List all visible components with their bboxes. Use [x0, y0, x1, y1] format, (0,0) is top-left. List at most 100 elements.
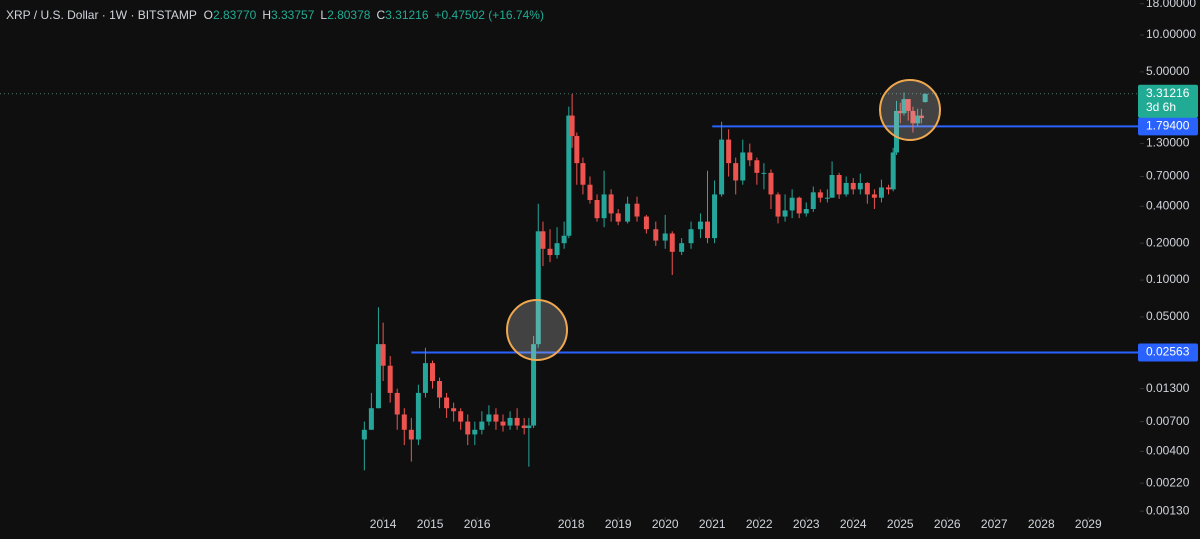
y-tick-label: 0.10000	[1146, 272, 1190, 286]
candle-body	[531, 344, 537, 426]
x-tick-label: 2025	[887, 517, 914, 531]
candle-body	[824, 197, 830, 199]
candle-body	[653, 229, 659, 241]
candle-body	[493, 414, 499, 422]
candle-body	[836, 175, 842, 195]
y-tick-label: 0.40000	[1146, 198, 1190, 212]
level-price-label: 0.02563	[1146, 345, 1190, 359]
y-tick-label: 10.00000	[1146, 27, 1196, 41]
ohlc-letter: L	[320, 8, 328, 22]
candle-body	[850, 182, 856, 190]
candle-body	[697, 221, 703, 230]
candle-body	[885, 187, 891, 190]
candle-body	[915, 115, 921, 124]
change: +0.47502 (+16.74%)	[434, 8, 544, 22]
candle-body	[415, 392, 421, 440]
ohlc-value: 3.31216	[385, 8, 429, 22]
candle-body	[775, 194, 781, 217]
candle-body	[380, 344, 386, 366]
ohlc-letter: O	[203, 8, 213, 22]
candle-body	[796, 197, 802, 214]
x-tick-label: 2015	[417, 517, 444, 531]
candle-body	[437, 381, 443, 398]
candle-body	[408, 429, 414, 440]
candle-body	[368, 408, 374, 430]
legend-header: XRP / U.S. Dollar · 1W · BITSTAMP O2.837…	[6, 8, 550, 22]
candle-body	[768, 172, 774, 195]
candle-body	[740, 152, 746, 181]
candle-body	[754, 160, 760, 173]
candle-body	[394, 392, 400, 415]
ohlc-value: 2.83770	[212, 8, 257, 22]
y-tick-label: 0.01300	[1146, 381, 1190, 395]
candle-body	[451, 408, 457, 412]
candle-body	[705, 221, 711, 239]
y-tick-label: 1.30000	[1146, 136, 1190, 150]
ohlc-letter: C	[376, 8, 386, 22]
candle-body	[810, 192, 816, 210]
candle-body	[375, 344, 381, 409]
candle-body	[361, 429, 367, 440]
x-tick-label: 2029	[1075, 517, 1102, 531]
y-tick-label: 0.05000	[1146, 309, 1190, 323]
candle-body	[486, 414, 492, 422]
y-tick-label: 0.70000	[1146, 169, 1190, 183]
candle-body	[615, 213, 621, 222]
y-tick-label: 0.00130	[1146, 503, 1190, 517]
candle-body	[782, 210, 788, 217]
candle-body	[910, 110, 916, 124]
candle-body	[500, 421, 506, 426]
candle-body	[829, 175, 835, 198]
candle-body	[817, 192, 823, 198]
ohlc-value: 2.80378	[327, 8, 371, 22]
candle-body	[918, 115, 924, 119]
x-tick-label: 2014	[370, 517, 397, 531]
x-tick-label: 2023	[793, 517, 820, 531]
y-tick-label: 0.00700	[1146, 414, 1190, 428]
candle-body	[444, 397, 450, 409]
x-tick-label: 2019	[605, 517, 632, 531]
last-price-label: 3.31216	[1146, 86, 1190, 100]
candle-body	[726, 139, 732, 164]
candle-body	[574, 135, 580, 164]
candle-body	[897, 110, 903, 114]
level-price-label: 1.79400	[1146, 119, 1190, 133]
candle-body	[580, 163, 586, 185]
candle-body	[688, 229, 694, 244]
x-tick-label: 2016	[464, 517, 491, 531]
candle-body	[761, 172, 767, 174]
candle-body	[387, 365, 393, 393]
level-price-box	[1138, 343, 1198, 362]
y-tick-label: 18.00000	[1146, 0, 1196, 10]
ohlc-letter: H	[262, 8, 271, 22]
y-tick-label: 0.00220	[1146, 475, 1190, 489]
candle-body	[594, 200, 600, 219]
candle-body	[569, 115, 575, 136]
candle-body	[712, 194, 718, 239]
x-tick-label: 2020	[652, 517, 679, 531]
x-tick-label: 2026	[934, 517, 961, 531]
candle-body	[547, 248, 553, 256]
candle-body	[526, 425, 532, 429]
candle-body	[561, 235, 567, 244]
candle-body	[922, 93, 928, 103]
candle-body	[864, 182, 870, 195]
candle-body	[625, 203, 631, 222]
candle-body	[662, 233, 668, 241]
y-tick-label: 0.20000	[1146, 235, 1190, 249]
x-tick-label: 2028	[1028, 517, 1055, 531]
candle-body	[514, 417, 520, 426]
countdown-label: 3d 6h	[1146, 100, 1176, 114]
candle-body	[601, 194, 607, 219]
candle-body	[871, 194, 877, 198]
candle-body	[472, 429, 478, 435]
candle-body	[566, 115, 572, 236]
ohlc-value: 3.33757	[271, 8, 315, 22]
highlight-circle	[506, 299, 568, 361]
candle-body	[634, 203, 640, 217]
candle-body	[878, 187, 884, 198]
candle-body	[401, 414, 407, 430]
candle-body	[479, 421, 485, 430]
